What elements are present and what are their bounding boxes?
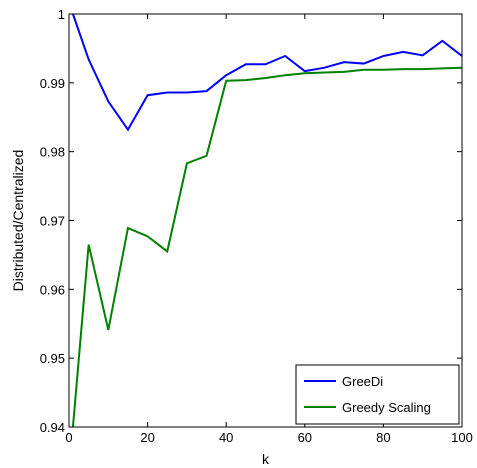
- series-group: [71, 14, 462, 427]
- y-tick-label: 0.95: [40, 351, 65, 366]
- plot-background: [69, 14, 462, 427]
- axes: 0 20 40 60 80 100 0.94 0.95 0.96 0.97 0.98 0.99 1 k Di…: [10, 7, 473, 467]
- x-tick-label: 80: [376, 430, 390, 445]
- x-tick-label: 0: [65, 430, 72, 445]
- y-tick-label: 0.96: [40, 282, 65, 297]
- series-line-greedy-scaling: [71, 66, 462, 427]
- y-tick-label: 0.97: [40, 214, 65, 229]
- legend: GreeDi Greedy Scaling: [295, 364, 460, 425]
- legend-label-greedy-scaling: Greedy Scaling: [342, 400, 431, 415]
- x-tick-label: 20: [140, 430, 154, 445]
- y-tick-label: 0.94: [40, 420, 65, 435]
- y-tick-label: 1: [58, 7, 65, 22]
- y-axis-label: Distributed/Centralized: [10, 150, 26, 292]
- x-tick-label: 60: [298, 430, 312, 445]
- x-axis-label: k: [262, 451, 270, 467]
- series-line-greedi: [71, 14, 462, 132]
- y-tick-label: 0.99: [40, 76, 65, 91]
- legend-label-greedi: GreeDi: [342, 374, 383, 389]
- plot-area: [69, 14, 462, 427]
- y-tick-label: 0.98: [40, 145, 65, 160]
- legend-box: [295, 364, 460, 425]
- x-tick-label: 100: [451, 430, 473, 445]
- x-tick-label: 40: [219, 430, 233, 445]
